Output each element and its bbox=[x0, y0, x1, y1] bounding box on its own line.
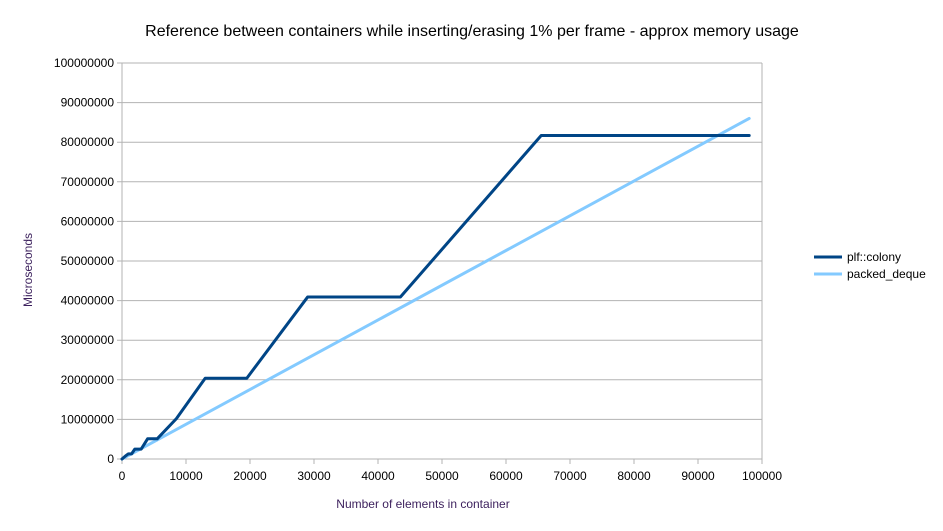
y-tick-label: 10000000 bbox=[61, 412, 115, 426]
series-line-packed-deque bbox=[120, 116, 751, 461]
legend-label: plf::colony bbox=[847, 250, 901, 264]
x-tick-label: 0 bbox=[119, 469, 126, 483]
series-line-plf-colony bbox=[120, 133, 751, 461]
x-tick-label: 30000 bbox=[297, 469, 331, 483]
gridlines bbox=[117, 62, 762, 460]
y-tick-labels: 0 10000000 20000000 30000000 40000000 5000000… bbox=[54, 56, 114, 466]
y-tick-label: 70000000 bbox=[61, 175, 115, 189]
x-tick-label: 20000 bbox=[233, 469, 267, 483]
y-axis-title: Microseconds bbox=[21, 233, 35, 307]
x-tick-label: 40000 bbox=[361, 469, 395, 483]
x-tick-label: 10000 bbox=[169, 469, 203, 483]
x-tick-labels: 0 10000 20000 30000 40000 50000 60000 70000 8000… bbox=[119, 469, 783, 483]
chart-title: Reference between containers while inser… bbox=[145, 23, 799, 40]
y-tick-label: 100000000 bbox=[54, 56, 114, 70]
y-tick-label: 40000000 bbox=[61, 294, 115, 308]
y-tick-label: 50000000 bbox=[61, 254, 115, 268]
x-tick-label: 100000 bbox=[742, 469, 782, 483]
y-tick-label: 20000000 bbox=[61, 373, 115, 387]
y-tick-label: 60000000 bbox=[61, 214, 115, 228]
x-tick-label: 50000 bbox=[425, 469, 459, 483]
x-tick-label: 70000 bbox=[553, 469, 587, 483]
x-tick-label: 80000 bbox=[617, 469, 651, 483]
x-tick-label: 90000 bbox=[681, 469, 715, 483]
x-tick-label: 60000 bbox=[489, 469, 523, 483]
series-lines bbox=[120, 116, 751, 461]
y-tick-label: 0 bbox=[107, 452, 114, 466]
axes bbox=[121, 63, 763, 464]
x-axis-title: Number of elements in container bbox=[336, 497, 509, 511]
y-tick-label: 80000000 bbox=[61, 135, 115, 149]
y-tick-label: 30000000 bbox=[61, 333, 115, 347]
legend-label: packed_deque bbox=[847, 267, 926, 281]
y-tick-label: 90000000 bbox=[61, 96, 115, 110]
